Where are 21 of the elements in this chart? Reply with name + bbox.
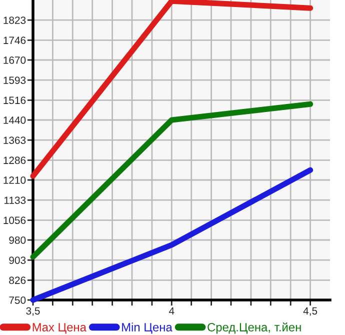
y-tick-label: 750: [9, 296, 26, 304]
x-tick-label: 4: [169, 307, 174, 314]
y-tick-label: 826: [9, 276, 26, 284]
x-tick-label: 3,5: [26, 307, 40, 316]
y-tick-label: 1363: [4, 136, 26, 144]
y-tick-label: 1133: [4, 196, 26, 204]
y-tick-label: 1516: [4, 96, 26, 104]
y-tick-label: 1286: [4, 156, 26, 164]
y-tick-label: 1823: [4, 16, 26, 24]
y-tick-label: 1670: [4, 56, 26, 64]
legend-label: Сред.Цена, т.йен: [208, 322, 301, 334]
legend-label: Min Цена: [122, 322, 172, 334]
y-tick-label: 1210: [4, 176, 26, 184]
y-tick-label: 980: [9, 236, 26, 244]
y-tick-label: 1593: [4, 76, 26, 84]
y-tick-label: 1440: [4, 116, 26, 124]
legend-label: Max Цена: [32, 323, 86, 334]
y-tick-label: 1056: [4, 216, 26, 224]
y-tick-label: 903: [9, 256, 26, 264]
x-tick-label: 4,5: [303, 307, 318, 316]
y-tick-label: 1746: [4, 36, 26, 44]
